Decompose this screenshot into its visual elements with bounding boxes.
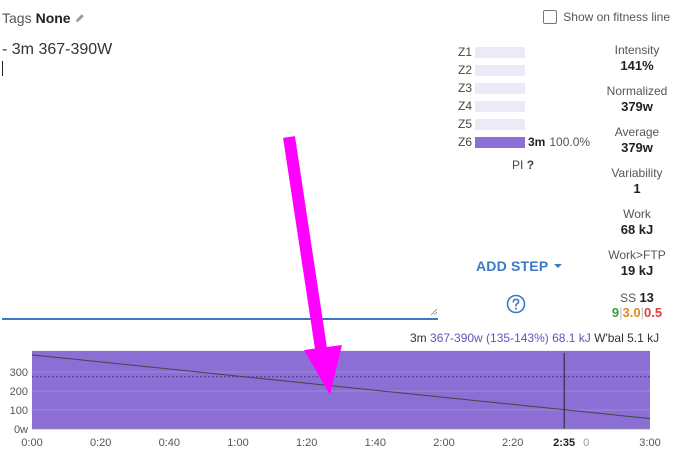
stat-work-over-ftp: Work>FTP 19 kJ	[600, 248, 674, 289]
stat-value: 379w	[621, 140, 653, 155]
x-tick-label: 3:00	[639, 437, 660, 449]
ss-green-value: 9	[611, 305, 620, 320]
x-tick-label: 1:40	[365, 437, 386, 449]
zone-bar	[475, 136, 525, 148]
zone-bar	[475, 118, 525, 130]
stress-score: SS 13 9|3.0|0.5	[600, 290, 674, 320]
zone-distribution: Z1 Z2 Z3 Z4 Z5 Z6 3m 100.0%	[458, 43, 598, 151]
resize-handle-icon[interactable]	[430, 308, 438, 316]
workout-editor[interactable]: - 3m 367-390W	[2, 40, 438, 320]
stat-label: Work>FTP	[608, 248, 666, 262]
zone-bar	[475, 82, 525, 94]
fitness-label: Show on fitness line	[563, 10, 670, 24]
x-tick-label: 0:00	[21, 437, 42, 449]
stat-value: 1	[633, 181, 641, 196]
stat-normalized: Normalized 379w	[600, 84, 674, 125]
stat-variability: Variability 1	[600, 166, 674, 207]
zone-bar	[475, 64, 525, 76]
power-interval-block	[32, 350, 650, 429]
pi-value[interactable]: ?	[526, 158, 535, 172]
add-step-button[interactable]: ADD STEP	[476, 258, 563, 274]
stat-intensity: Intensity 141%	[600, 43, 674, 84]
y-tick-label: 0w	[14, 424, 28, 436]
ss-orange-value: 3.0	[622, 305, 641, 320]
zone-row: Z3	[458, 79, 598, 97]
summary-duration: 3m	[410, 331, 427, 345]
x-tick-label: 1:20	[296, 437, 317, 449]
zone-percent: 100.0%	[549, 135, 591, 149]
zone-fill	[475, 136, 525, 148]
tags-value[interactable]: None	[35, 10, 71, 26]
x-tick-label: 0:20	[90, 437, 111, 449]
zone-time: 3m	[528, 135, 546, 149]
x-tick-label: 1:00	[227, 437, 248, 449]
zone-label: Z4	[458, 99, 473, 113]
pi-indicator: PI ?	[512, 158, 534, 172]
pencil-icon[interactable]	[75, 13, 85, 23]
zone-row: Z2	[458, 61, 598, 79]
y-tick-label: 100	[10, 405, 28, 417]
zone-label: Z5	[458, 117, 473, 131]
show-on-fitness-line-toggle[interactable]: Show on fitness line	[543, 10, 670, 24]
stat-value: 141%	[620, 58, 654, 73]
zone-bar	[475, 46, 525, 58]
y-tick-label: 300	[10, 367, 28, 379]
fitness-checkbox[interactable]	[543, 10, 558, 24]
x-tick-label: 2:00	[433, 437, 454, 449]
x-tick-label: 2:20	[502, 437, 523, 449]
stat-value: 379w	[621, 99, 653, 114]
stat-label: Intensity	[614, 43, 660, 57]
step-summary: 3m 367-390w (135-143%) 68.1 kJ W'bal 5.1…	[410, 331, 659, 345]
zone-row: Z1	[458, 43, 598, 61]
x-tick-label-overlap: 0	[583, 437, 589, 449]
stat-label: Variability	[611, 166, 663, 180]
workout-chart[interactable]: 0w 100 200 300 0:00 0:20 0:40 1:00 1:20 1:40 2:00 2…	[0, 347, 674, 453]
zone-row: Z4	[458, 97, 598, 115]
stats-column: Intensity 141% Normalized 379w Average 3…	[600, 43, 674, 289]
editor-text: - 3m 367-390W	[2, 41, 113, 58]
tags-row: Tags None	[2, 10, 85, 26]
stat-value: 19 kJ	[620, 263, 654, 278]
stat-label: Average	[614, 125, 660, 139]
x-tick-label: 0:40	[159, 437, 180, 449]
cursor-time-label: 2:35	[553, 437, 575, 449]
zone-label: Z3	[458, 81, 473, 95]
stat-work: Work 68 kJ	[600, 207, 674, 248]
ss-label: SS	[620, 291, 637, 305]
add-step-label: ADD STEP	[476, 258, 549, 274]
zone-row: Z5	[458, 115, 598, 133]
stat-label: Work	[623, 207, 651, 221]
zone-label: Z2	[458, 63, 473, 77]
tags-label: Tags	[2, 10, 32, 26]
ss-value: 13	[639, 290, 654, 305]
stat-value: 68 kJ	[620, 222, 654, 237]
chevron-down-icon	[554, 264, 563, 268]
zone-label: Z1	[458, 45, 473, 59]
stat-label: Normalized	[606, 84, 668, 98]
summary-detail: 367-390w (135-143%) 68.1 kJ	[430, 331, 591, 345]
stat-average: Average 379w	[600, 125, 674, 166]
ss-title: SS 13	[600, 290, 674, 305]
y-tick-label: 200	[10, 386, 28, 398]
zone-row: Z6 3m 100.0%	[458, 133, 598, 151]
zone-bar	[475, 100, 525, 112]
ss-red-value: 0.5	[644, 305, 663, 320]
ss-breakdown: 9|3.0|0.5	[611, 305, 663, 320]
pi-label: PI	[512, 158, 524, 172]
summary-wbal: W'bal 5.1 kJ	[594, 331, 660, 345]
zone-label: Z6	[458, 135, 473, 149]
text-caret	[2, 61, 3, 76]
help-icon[interactable]	[506, 294, 526, 314]
